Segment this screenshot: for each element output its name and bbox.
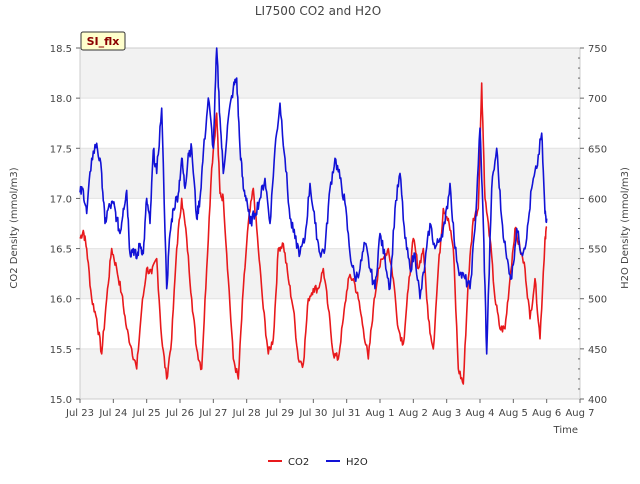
x-tick-label: Jul 27 — [198, 408, 227, 419]
y2-tick-label: 400 — [588, 395, 607, 406]
site-tag: SI_flx — [80, 31, 126, 51]
y2-tick-label: 550 — [588, 245, 607, 256]
y-tick-label: 16.5 — [50, 245, 72, 256]
x-tick-label: Jul 26 — [165, 408, 194, 419]
x-tick-label: Aug 2 — [399, 408, 428, 419]
plot-frame — [79, 47, 581, 400]
x-tick-label: Aug 3 — [432, 408, 461, 419]
y2-tick-label: 700 — [588, 94, 607, 105]
plot-bands — [80, 48, 580, 399]
plot-band — [80, 248, 580, 299]
y2-tick-label: 650 — [588, 144, 607, 155]
y-tick-label: 15.5 — [50, 345, 72, 356]
y2-tick-label: 600 — [588, 194, 607, 205]
x-tick-label: Jul 25 — [132, 408, 161, 419]
x-axis-label: Time — [553, 425, 578, 436]
y-axis-label: CO2 Density (mmol/m3) — [9, 167, 20, 288]
site-tag-label: SI_flx — [87, 35, 120, 48]
y-tick-label: 18.0 — [50, 94, 72, 105]
x-tick-label: Aug 1 — [365, 408, 394, 419]
x-tick-label: Aug 5 — [499, 408, 528, 419]
chart-title: LI7500 CO2 and H2O — [255, 4, 381, 18]
x-tick-label: Aug 4 — [465, 408, 494, 419]
series-lines — [79, 47, 548, 385]
x-tick-label: Jul 23 — [65, 408, 94, 419]
y-tick-label: 18.5 — [50, 44, 72, 55]
series-line-co2 — [79, 82, 548, 385]
x-tick-label: Aug 7 — [565, 408, 594, 419]
y-tick-label: 16.0 — [50, 295, 72, 306]
x-tick-label: Jul 24 — [98, 408, 127, 419]
x-tick-label: Jul 30 — [298, 408, 327, 419]
y2-tick-label: 450 — [588, 345, 607, 356]
plot-gridlines — [80, 47, 580, 400]
x-tick-label: Aug 6 — [532, 408, 561, 419]
plot-band — [80, 348, 580, 399]
site-tag-box — [80, 31, 126, 51]
y-axis-right: 400 450 500 550 600 650 700 750 — [578, 44, 607, 406]
y-tick-label: 17.0 — [50, 194, 72, 205]
x-axis: Jul 23 Jul 24 Jul 25 Jul 26 Jul 27 Jul 28 Jul … — [65, 399, 595, 419]
legend-label-co2: CO2 — [288, 457, 309, 468]
y2-axis-label: H2O Density (mmol/m3) — [620, 167, 631, 289]
y2-tick-label: 750 — [588, 44, 607, 55]
y2-tick-label: 500 — [588, 295, 607, 306]
legend-label-h2o: H2O — [346, 457, 368, 468]
y-axis-left: 15.0 15.5 16.0 16.5 17.0 17.5 18.0 18.5 — [50, 44, 80, 406]
plot-band — [80, 48, 580, 99]
y-tick-label: 15.0 — [50, 395, 72, 406]
y-tick-label: 17.5 — [50, 144, 72, 155]
legend: CO2 H2O — [268, 457, 368, 468]
x-tick-label: Jul 31 — [332, 408, 361, 419]
series-line-h2o — [79, 47, 548, 355]
x-tick-label: Jul 28 — [232, 408, 261, 419]
x-tick-label: Jul 29 — [265, 408, 294, 419]
